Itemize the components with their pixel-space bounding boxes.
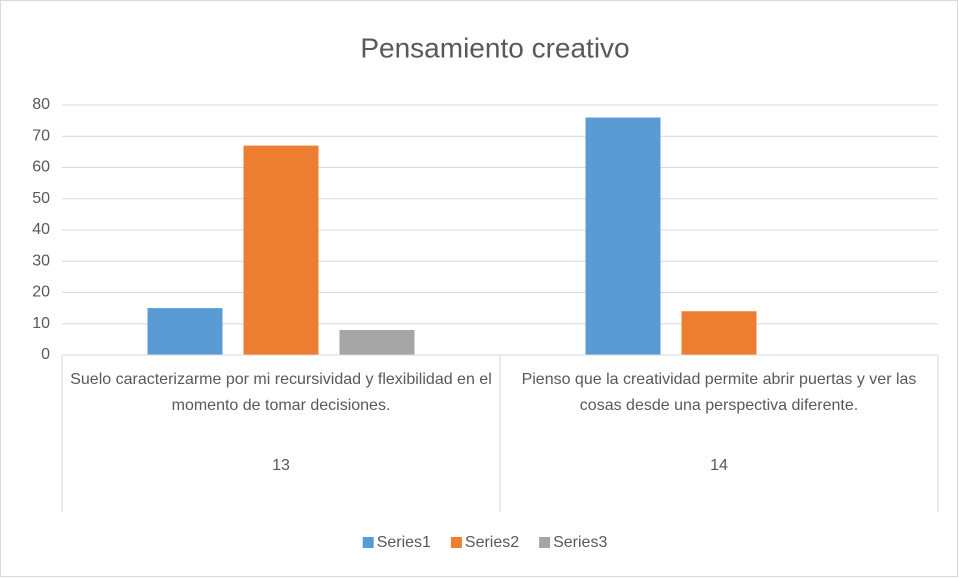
bar: [681, 311, 757, 355]
legend-label: Series2: [465, 534, 519, 551]
x-tick-label: Suelo caracterizarme por mi recursividad…: [70, 371, 492, 414]
bar: [585, 117, 661, 355]
y-tick-label: 80: [32, 96, 50, 113]
x-group-label: 13: [272, 457, 290, 474]
x-group-label: 14: [710, 457, 728, 474]
y-tick-label: 50: [32, 190, 50, 207]
legend-swatch: [362, 537, 374, 548]
bar: [147, 308, 223, 355]
y-tick-label: 40: [32, 221, 50, 238]
x-tick-label: Pienso que la creatividad permite abrir …: [521, 371, 917, 414]
legend-label: Series1: [377, 534, 431, 551]
y-tick-label: 0: [41, 346, 50, 363]
bar: [243, 145, 319, 355]
legend-swatch: [539, 537, 551, 548]
legend-label: Series3: [553, 534, 607, 551]
y-tick-label: 20: [32, 284, 50, 301]
y-tick-label: 30: [32, 252, 50, 269]
y-tick-label: 70: [32, 127, 50, 144]
legend-swatch: [450, 537, 462, 548]
y-tick-label: 60: [32, 159, 50, 176]
x-tick-label-box: Pienso que la creatividad permite abrir …: [521, 371, 917, 414]
bar: [339, 330, 415, 355]
x-tick-label-box: Suelo caracterizarme por mi recursividad…: [70, 371, 492, 414]
chart-title: Pensamiento creativo: [360, 32, 629, 63]
y-tick-label: 10: [32, 315, 50, 332]
